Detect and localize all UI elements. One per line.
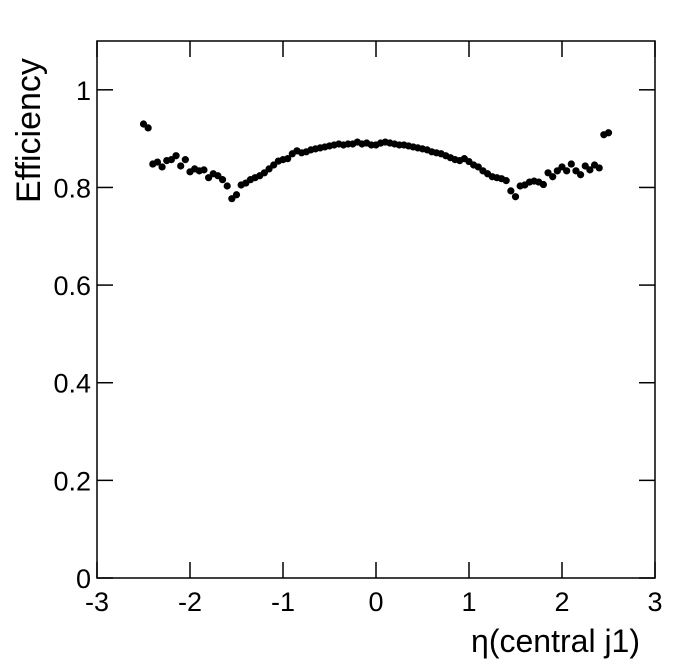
y-tick-label: 0.4 [53, 369, 91, 399]
y-tick-label: 0 [76, 564, 91, 594]
data-point [284, 155, 292, 163]
x-tick-label: -1 [271, 587, 295, 617]
data-point [511, 193, 520, 201]
x-tick-label: -2 [178, 587, 202, 617]
y-tick-label: 1 [76, 76, 91, 106]
x-axis-label: η(central j1) [471, 623, 640, 659]
data-point [502, 177, 510, 185]
data-point [158, 163, 166, 171]
data-point [604, 129, 613, 137]
x-tick-label: 0 [368, 587, 383, 617]
x-tick-label: -3 [85, 587, 109, 617]
data-point [177, 162, 185, 170]
data-point [549, 173, 557, 181]
data-point [586, 166, 594, 174]
data-point [507, 187, 515, 195]
x-tick-label: 1 [461, 587, 476, 617]
data-point [153, 158, 162, 166]
data-point [181, 156, 189, 164]
data-point [232, 191, 241, 199]
data-point [563, 167, 571, 175]
data-point [577, 171, 585, 179]
data-point [539, 180, 548, 189]
y-tick-label: 0.8 [53, 173, 91, 203]
y-axis-label: Efficiency [10, 58, 48, 203]
y-tick-label: 0.6 [53, 271, 91, 301]
data-point [200, 166, 208, 174]
data-point [172, 152, 180, 160]
data-point [567, 160, 575, 168]
data-point [218, 176, 227, 184]
data-point [144, 124, 152, 132]
plot-frame [96, 40, 656, 579]
x-tick-label: 2 [554, 587, 569, 617]
data-point [223, 182, 231, 190]
x-tick-label: 3 [647, 587, 662, 617]
y-tick-label: 0.2 [53, 466, 91, 496]
data-point [595, 164, 603, 172]
